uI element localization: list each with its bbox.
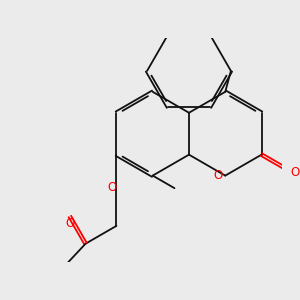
Text: O: O — [290, 166, 299, 179]
Text: O: O — [107, 182, 116, 194]
Text: O: O — [65, 217, 74, 230]
Text: O: O — [214, 169, 223, 182]
